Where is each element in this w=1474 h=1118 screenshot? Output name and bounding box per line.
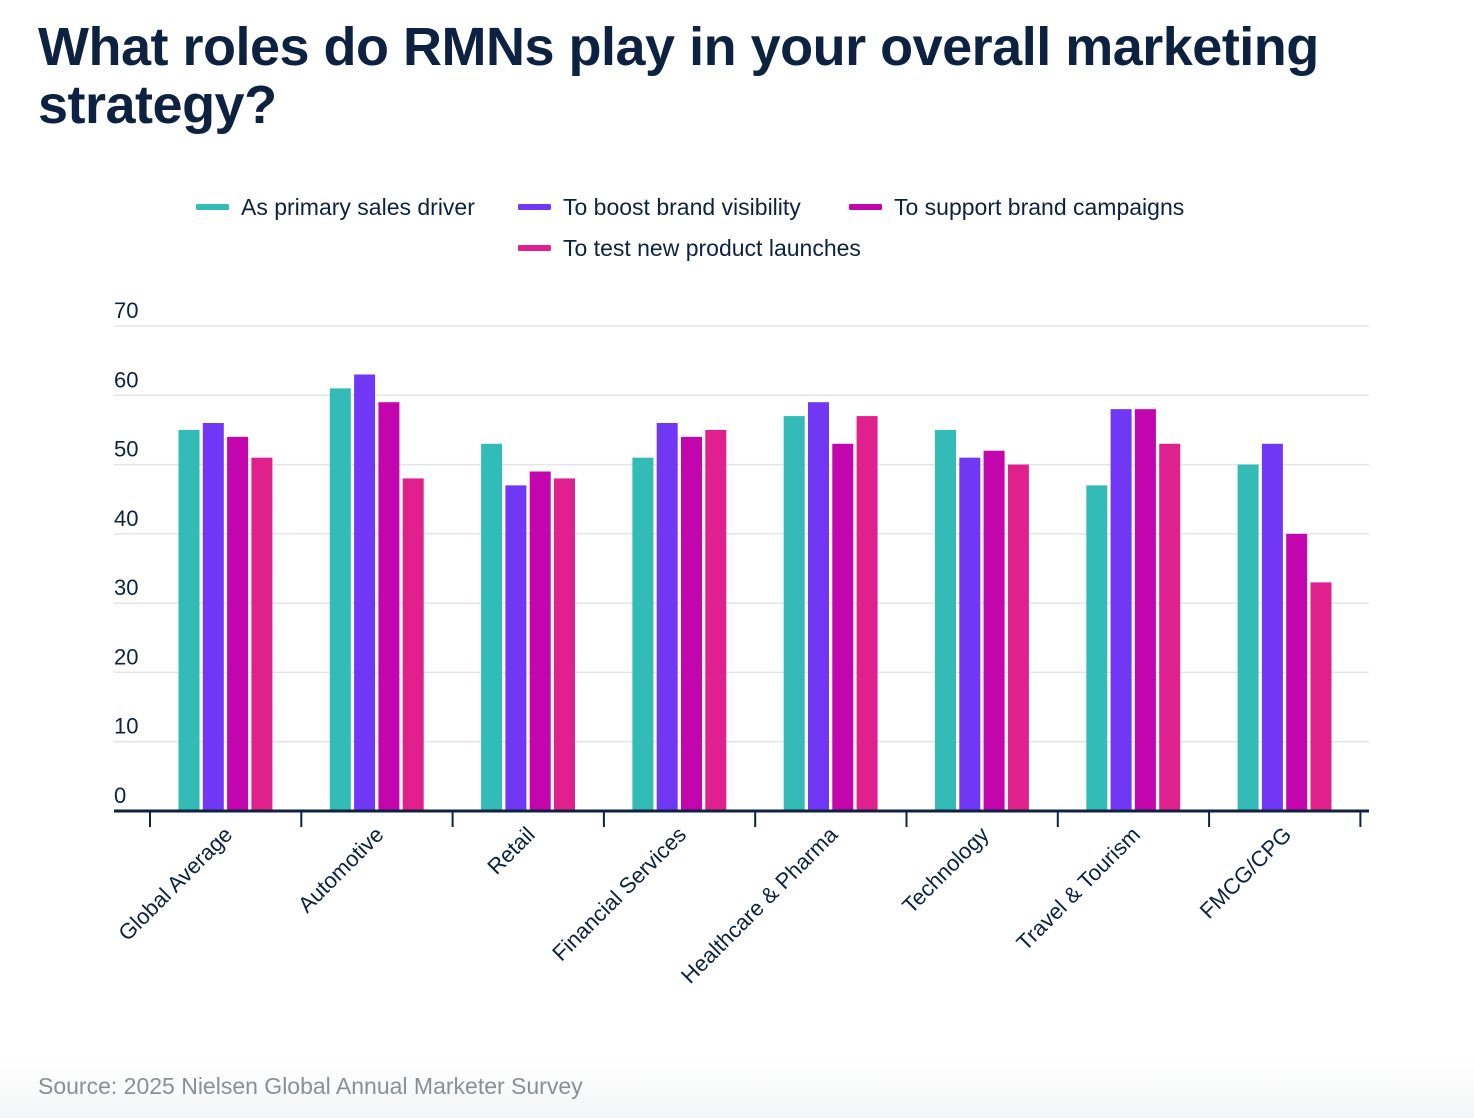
bar-technology-to-boost-brand-visibility: [959, 457, 981, 811]
legend-label-to-boost-brand-visibility: To boost brand visibility: [563, 194, 801, 220]
y-tick-label-40: 40: [114, 506, 138, 531]
x-tick-label-travel-and-tourism: Travel & Tourism: [1011, 822, 1145, 956]
bar-travel-and-tourism-as-primary-sales-driver: [1086, 485, 1108, 811]
legend-swatch-to-boost-brand-visibility: [518, 204, 551, 210]
chart-title: What roles do RMNs play in your overall …: [38, 17, 1319, 135]
bar-fmcg-cpg-to-support-brand-campaigns: [1286, 533, 1308, 811]
bar-retail-to-test-new-product-launches: [554, 478, 575, 811]
bar-technology-as-primary-sales-driver: [935, 429, 956, 811]
y-tick-label-20: 20: [114, 644, 138, 669]
legend-label-to-support-brand-campaigns: To support brand campaigns: [894, 194, 1184, 220]
bar-automotive-to-boost-brand-visibility: [354, 374, 376, 811]
bar-financial-services-to-support-brand-campaigns: [681, 436, 702, 811]
y-tick-label-60: 60: [114, 367, 138, 392]
y-tick-label-50: 50: [114, 437, 138, 462]
x-tick-label-retail: Retail: [482, 822, 539, 879]
bar-automotive-to-test-new-product-launches: [402, 478, 424, 811]
bar-global-average-to-support-brand-campaigns: [227, 436, 249, 811]
legend-swatch-as-primary-sales-driver: [196, 204, 229, 210]
x-tick-label-financial-services: Financial Services: [547, 822, 691, 966]
y-tick-label-70: 70: [114, 298, 138, 323]
bar-financial-services-to-test-new-product-launches: [705, 429, 727, 811]
y-tick-label-30: 30: [114, 575, 138, 600]
footer-band: [0, 1060, 1474, 1118]
bar-healthcare-and-pharma-to-boost-brand-visibility: [808, 402, 829, 811]
bar-travel-and-tourism-to-support-brand-campaigns: [1134, 409, 1156, 811]
bar-retail-as-primary-sales-driver: [481, 443, 503, 811]
x-tick-label-technology: Technology: [897, 822, 993, 918]
y-axis-ticks: 0 10 20 30 40 50 60 70: [114, 298, 138, 808]
legend: As primary sales driver To boost brand vi…: [196, 194, 1184, 261]
bar-fmcg-cpg-to-test-new-product-launches: [1310, 582, 1332, 811]
bar-technology-to-test-new-product-launches: [1007, 464, 1029, 811]
bar-healthcare-and-pharma-as-primary-sales-driver: [783, 416, 805, 811]
bar-retail-to-support-brand-campaigns: [529, 471, 551, 811]
legend-swatch-to-test-new-product-launches: [518, 245, 551, 251]
bar-travel-and-tourism-to-test-new-product-launches: [1159, 443, 1181, 811]
bar-healthcare-and-pharma-to-test-new-product-launches: [856, 416, 878, 811]
x-tick-label-global-average: Global Average: [113, 822, 237, 946]
bar-financial-services-as-primary-sales-driver: [632, 457, 654, 811]
bar-automotive-as-primary-sales-driver: [329, 388, 351, 811]
x-tick-label-fmcg-cpg: FMCG/CPG: [1195, 822, 1297, 924]
legend-swatch-to-support-brand-campaigns: [849, 204, 882, 210]
bar-fmcg-cpg-as-primary-sales-driver: [1237, 464, 1259, 811]
x-tick-label-healthcare-and-pharma: Healthcare & Pharma: [676, 821, 843, 988]
bar-automotive-to-support-brand-campaigns: [378, 402, 400, 811]
bar-global-average-to-test-new-product-launches: [251, 457, 273, 811]
bar-global-average-to-boost-brand-visibility: [202, 423, 224, 811]
x-axis: Global Average Automotive Retail Financial …: [113, 809, 1369, 988]
bar-retail-to-boost-brand-visibility: [505, 485, 527, 811]
source-note: Source: 2025 Nielsen Global Annual Marke…: [38, 1073, 583, 1099]
bar-healthcare-and-pharma-to-support-brand-campaigns: [832, 443, 854, 811]
y-tick-label-10: 10: [114, 714, 138, 739]
bar-financial-services-to-boost-brand-visibility: [656, 423, 678, 811]
y-tick-label-0: 0: [114, 783, 126, 808]
legend-label-to-test-new-product-launches: To test new product launches: [563, 235, 861, 261]
legend-label-as-primary-sales-driver: As primary sales driver: [241, 194, 475, 220]
bar-technology-to-support-brand-campaigns: [983, 450, 1005, 811]
bar-travel-and-tourism-to-boost-brand-visibility: [1110, 409, 1132, 811]
bar-global-average-as-primary-sales-driver: [178, 429, 200, 811]
x-tick-label-automotive: Automotive: [293, 822, 389, 918]
bar-fmcg-cpg-to-boost-brand-visibility: [1261, 443, 1283, 811]
gridlines: [114, 325, 1369, 743]
bars: [178, 374, 1332, 811]
